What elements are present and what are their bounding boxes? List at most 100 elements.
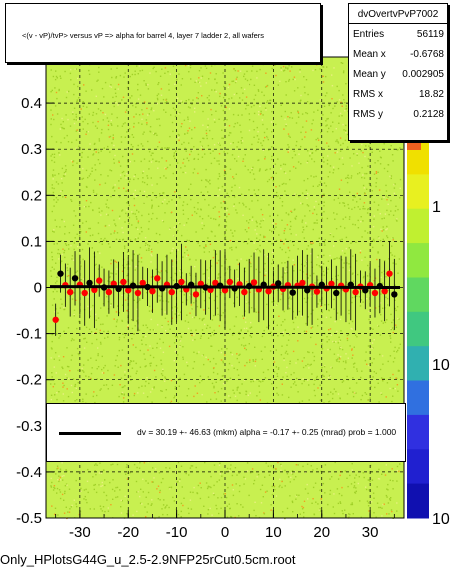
histogram-dot bbox=[258, 170, 261, 172]
histogram-dot bbox=[280, 164, 282, 167]
histogram-dot bbox=[333, 245, 335, 247]
histogram-dot bbox=[293, 264, 296, 266]
histogram-dot bbox=[260, 208, 262, 211]
histogram-dot bbox=[173, 226, 175, 229]
histogram-dot bbox=[242, 92, 244, 94]
histogram-dot bbox=[304, 471, 307, 473]
histogram-dot bbox=[81, 151, 83, 154]
histogram-dot bbox=[397, 349, 399, 352]
histogram-dot bbox=[351, 463, 353, 465]
histogram-dot bbox=[68, 232, 71, 234]
histogram-dot bbox=[271, 146, 273, 148]
histogram-dot bbox=[286, 353, 289, 355]
histogram-dot bbox=[351, 357, 353, 359]
histogram-dot bbox=[391, 321, 393, 324]
histogram-dot bbox=[246, 220, 248, 222]
histogram-dot bbox=[95, 319, 97, 321]
histogram-dot bbox=[147, 349, 149, 351]
histogram-dot bbox=[275, 223, 277, 225]
histogram-dot bbox=[51, 135, 53, 138]
histogram-dot bbox=[360, 516, 362, 519]
histogram-dot bbox=[237, 141, 240, 143]
histogram-dot bbox=[354, 296, 356, 298]
histogram-dot bbox=[188, 127, 191, 129]
histogram-dot bbox=[329, 471, 331, 474]
histogram-dot bbox=[129, 363, 131, 366]
histogram-dot bbox=[134, 269, 136, 271]
histogram-dot bbox=[208, 296, 210, 299]
histogram-dot bbox=[99, 252, 101, 254]
histogram-dot bbox=[235, 78, 238, 80]
histogram-dot bbox=[367, 345, 370, 347]
histogram-dot bbox=[256, 476, 258, 478]
histogram-dot bbox=[300, 145, 302, 148]
histogram-dot bbox=[153, 477, 155, 479]
histogram-dot bbox=[249, 261, 251, 264]
histogram-dot bbox=[61, 475, 63, 477]
y-tick-label: -0.1 bbox=[16, 326, 42, 343]
histogram-dot bbox=[206, 134, 208, 137]
histogram-dot bbox=[308, 384, 310, 386]
histogram-dot bbox=[317, 185, 319, 187]
histogram-dot bbox=[197, 202, 199, 204]
histogram-dot bbox=[113, 190, 116, 192]
histogram-dot bbox=[225, 94, 227, 96]
histogram-dot bbox=[346, 334, 349, 337]
histogram-dot bbox=[373, 240, 375, 242]
histogram-dot bbox=[345, 362, 347, 364]
histogram-dot bbox=[143, 181, 146, 184]
histogram-dot bbox=[302, 378, 304, 380]
histogram-dot bbox=[107, 330, 109, 333]
histogram-dot bbox=[78, 353, 80, 356]
histogram-dot bbox=[53, 485, 56, 487]
histogram-dot bbox=[235, 316, 237, 318]
histogram-dot bbox=[144, 506, 146, 508]
histogram-dot bbox=[244, 78, 247, 80]
histogram-dot bbox=[269, 350, 272, 352]
histogram-dot bbox=[171, 260, 173, 262]
histogram-dot bbox=[394, 284, 396, 286]
histogram-dot bbox=[259, 271, 261, 273]
histogram-dot bbox=[399, 197, 401, 199]
histogram-dot bbox=[264, 156, 266, 158]
histogram-dot bbox=[77, 245, 79, 248]
histogram-dot bbox=[124, 371, 126, 373]
histogram-dot bbox=[301, 231, 304, 233]
histogram-dot bbox=[181, 486, 183, 488]
histogram-dot bbox=[59, 491, 62, 493]
histogram-dot bbox=[137, 228, 139, 230]
histogram-dot bbox=[152, 347, 154, 349]
histogram-dot bbox=[121, 227, 123, 229]
histogram-dot bbox=[256, 126, 258, 129]
histogram-dot bbox=[111, 280, 114, 282]
histogram-dot bbox=[354, 392, 356, 394]
histogram-dot bbox=[364, 392, 366, 394]
histogram-dot bbox=[293, 328, 295, 330]
histogram-dot bbox=[125, 212, 127, 215]
histogram-dot bbox=[190, 183, 192, 185]
histogram-dot bbox=[179, 478, 181, 480]
histogram-dot bbox=[135, 195, 137, 198]
histogram-dot bbox=[115, 311, 118, 313]
histogram-dot bbox=[339, 340, 341, 342]
histogram-dot bbox=[204, 65, 207, 67]
histogram-dot bbox=[208, 94, 210, 97]
histogram-dot bbox=[224, 272, 227, 274]
histogram-dot bbox=[327, 117, 329, 120]
histogram-dot bbox=[193, 283, 196, 285]
histogram-dot bbox=[186, 157, 188, 159]
histogram-dot bbox=[309, 102, 311, 105]
histogram-dot bbox=[343, 129, 345, 131]
histogram-dot bbox=[361, 236, 363, 238]
histogram-dot bbox=[305, 365, 307, 367]
histogram-dot bbox=[218, 163, 220, 165]
histogram-dot bbox=[199, 381, 201, 384]
histogram-dot bbox=[191, 334, 193, 337]
histogram-dot bbox=[65, 483, 68, 485]
histogram-dot bbox=[133, 392, 136, 395]
histogram-dot bbox=[99, 341, 102, 344]
histogram-dot bbox=[325, 120, 327, 122]
histogram-dot bbox=[346, 262, 348, 264]
histogram-dot bbox=[103, 372, 105, 374]
histogram-dot bbox=[183, 497, 185, 499]
